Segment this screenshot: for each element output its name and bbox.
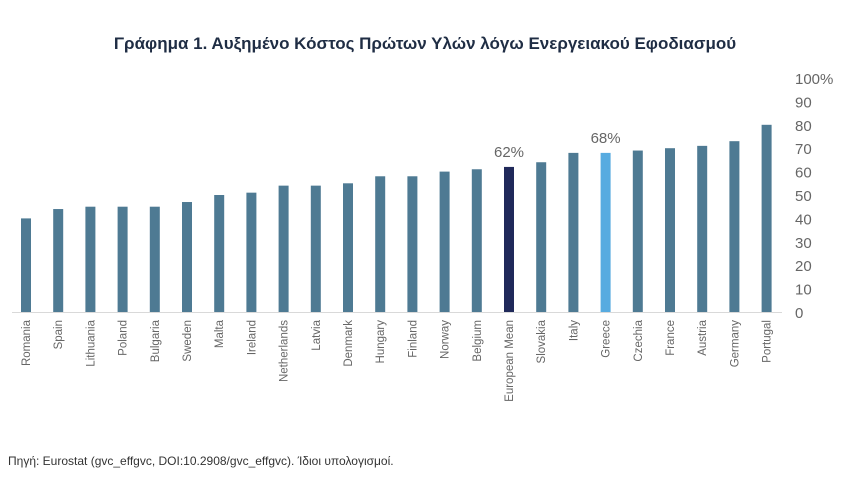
bar-malta bbox=[214, 195, 225, 312]
bar-denmark bbox=[343, 183, 353, 312]
y-tick-label: 50 bbox=[795, 188, 812, 205]
x-tick-label: Czechia bbox=[633, 319, 645, 361]
x-tick-label: Denmark bbox=[343, 320, 355, 367]
bar-slovakia bbox=[536, 162, 547, 312]
x-tick-label: Finland bbox=[407, 320, 419, 358]
bar-lithuania bbox=[85, 206, 96, 312]
bar-hungary bbox=[375, 176, 386, 312]
x-tick-label: Romania bbox=[21, 319, 33, 366]
x-tick-label: Hungary bbox=[375, 320, 387, 364]
x-tick-label: Malta bbox=[214, 319, 226, 348]
x-tick-label: Germany bbox=[729, 320, 741, 368]
data-label: 62% bbox=[494, 144, 524, 161]
bar-ireland bbox=[246, 192, 257, 312]
bar-bulgaria bbox=[149, 206, 160, 312]
bar-poland bbox=[117, 206, 128, 312]
bar-sweden bbox=[182, 202, 192, 312]
x-tick-label: Portugal bbox=[762, 320, 774, 363]
x-tick-label: France bbox=[665, 320, 677, 356]
bar-italy bbox=[568, 152, 579, 312]
bar-latvia bbox=[310, 185, 321, 312]
bar-greece bbox=[600, 152, 611, 312]
x-tick-label: Belgium bbox=[472, 320, 484, 362]
y-tick-label: 100% bbox=[795, 71, 833, 88]
bar-chart: 0 10 20 30 40 50 60 70 80 90 100% Romania Spain Lithu… bbox=[12, 71, 833, 402]
x-tick-label: Greece bbox=[601, 320, 613, 358]
bar-czechia bbox=[632, 150, 643, 312]
bar-netherlands bbox=[278, 185, 289, 312]
x-tick-label: Ireland bbox=[246, 320, 258, 355]
x-tick-label: Bulgaria bbox=[150, 319, 162, 362]
x-tick-label: Lithuania bbox=[85, 319, 97, 366]
x-tick-label: Austria bbox=[697, 319, 709, 355]
y-tick-label: 40 bbox=[795, 211, 812, 228]
source-note: Πηγή: Eurostat (gvc_effgvc, DOI:10.2908/… bbox=[8, 454, 394, 468]
bar-norway bbox=[439, 171, 450, 312]
y-tick-label: 10 bbox=[795, 282, 812, 299]
bar-portugal bbox=[761, 124, 772, 312]
y-tick-label: 60 bbox=[795, 165, 812, 182]
bar-germany bbox=[729, 141, 740, 312]
x-tick-label: Latvia bbox=[311, 319, 323, 350]
x-tick-label: Poland bbox=[118, 320, 130, 356]
chart-title: Γράφημα 1. Αυξημένο Κόστος Πρώτων Υλών λ… bbox=[113, 34, 737, 53]
x-tick-label: Spain bbox=[53, 320, 65, 349]
x-tick-label: Sweden bbox=[182, 320, 194, 362]
y-tick-label: 80 bbox=[795, 118, 812, 135]
x-tick-label: Netherlands bbox=[279, 320, 291, 382]
y-tick-label: 20 bbox=[795, 258, 812, 275]
bar-austria bbox=[697, 145, 708, 312]
y-tick-label: 0 bbox=[795, 305, 803, 322]
x-tick-label: Italy bbox=[568, 320, 580, 341]
x-tick-label: Norway bbox=[440, 320, 452, 359]
y-tick-label: 90 bbox=[795, 94, 812, 111]
x-tick-label: European Mean bbox=[504, 320, 516, 402]
bar-finland bbox=[407, 176, 418, 312]
data-label: 68% bbox=[591, 130, 621, 147]
x-tick-label: Slovakia bbox=[536, 319, 548, 363]
bar-france bbox=[665, 148, 675, 312]
bar-european-mean bbox=[504, 166, 514, 312]
y-tick-label: 30 bbox=[795, 235, 812, 252]
bar-belgium bbox=[471, 169, 482, 312]
bar-romania bbox=[21, 218, 31, 312]
y-tick-label: 70 bbox=[795, 141, 812, 158]
bar-spain bbox=[53, 209, 64, 312]
